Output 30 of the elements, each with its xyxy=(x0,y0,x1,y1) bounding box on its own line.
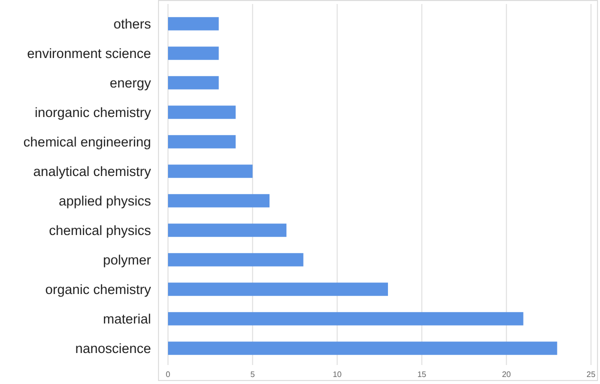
y-tick-label: nanoscience xyxy=(75,340,151,356)
bar xyxy=(168,135,236,148)
bar xyxy=(168,342,558,355)
y-tick-label: environment science xyxy=(27,46,151,61)
bar xyxy=(168,76,219,90)
bar xyxy=(168,282,388,296)
y-tick-label: material xyxy=(102,311,151,326)
x-tick-label: 20 xyxy=(502,370,512,379)
y-tick-label: applied physics xyxy=(58,193,152,208)
bar xyxy=(168,224,286,237)
x-tick-label: 0 xyxy=(166,370,171,379)
bar xyxy=(168,46,219,60)
x-tick-label: 15 xyxy=(417,370,427,379)
bar xyxy=(168,194,270,208)
bar xyxy=(168,253,304,266)
bar xyxy=(168,312,524,326)
y-tick-label: others xyxy=(113,16,152,32)
x-tick-label: 10 xyxy=(332,370,342,379)
x-tick-label: 5 xyxy=(250,370,256,379)
y-tick-label: chemical physics xyxy=(48,222,152,238)
bar xyxy=(168,164,253,178)
y-tick-label: organic chemistry xyxy=(45,282,152,297)
y-tick-label: analytical chemistry xyxy=(33,164,152,179)
y-tick-label: polymer xyxy=(102,252,152,268)
bar xyxy=(168,106,236,119)
y-tick-label: inorganic chemistry xyxy=(34,104,152,120)
x-tick-label: 25 xyxy=(586,370,596,379)
bar xyxy=(168,17,219,30)
y-tick-label: energy xyxy=(110,75,152,90)
y-tick-label: chemical engineering xyxy=(23,134,151,150)
